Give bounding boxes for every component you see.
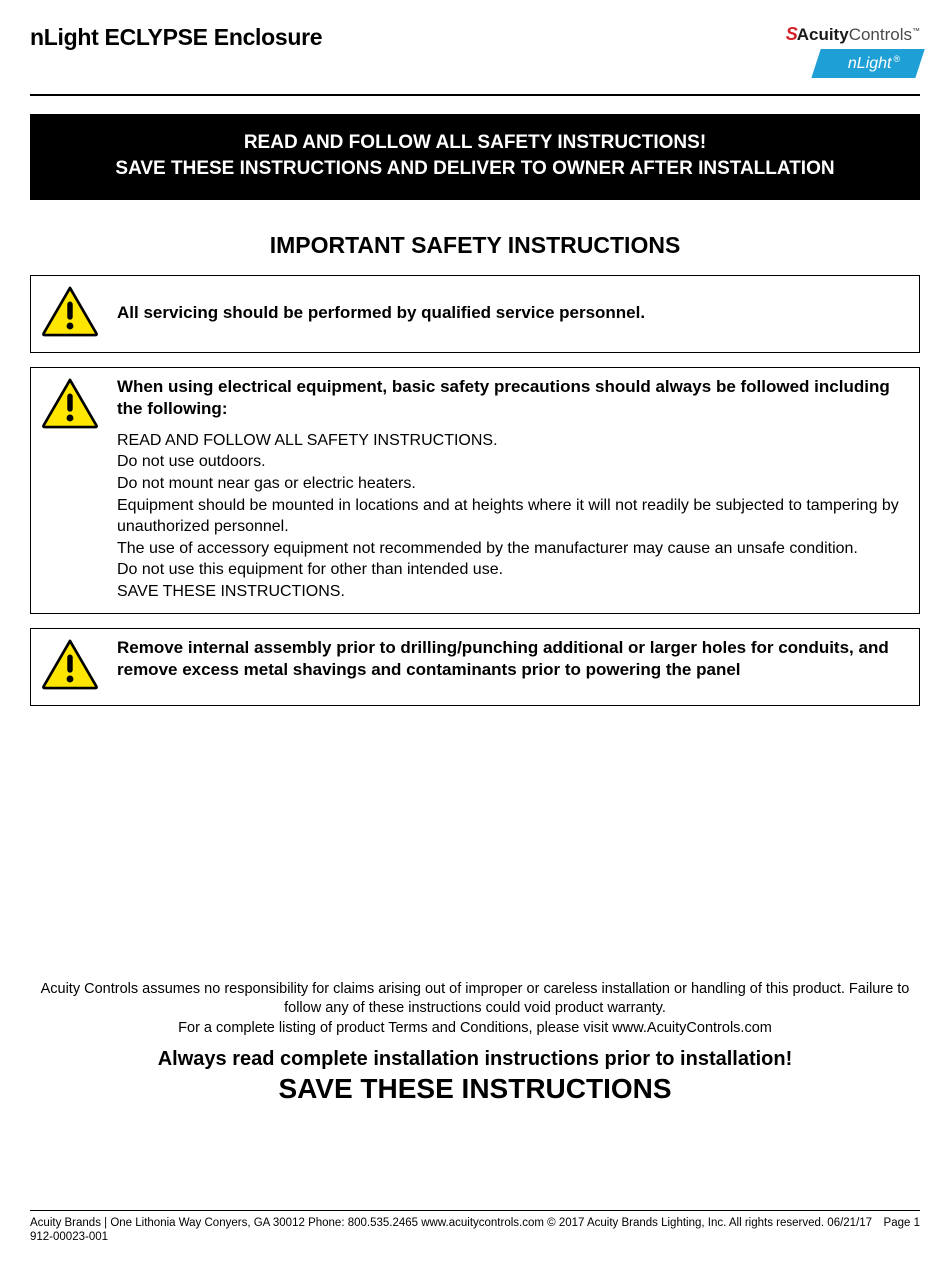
footer-page-number: Page 1 bbox=[884, 1217, 920, 1229]
warning-box: All servicing should be performed by qua… bbox=[30, 275, 920, 353]
disclaimer-line-1: Acuity Controls assumes no responsibilit… bbox=[30, 980, 920, 1019]
warning-icon bbox=[41, 639, 99, 695]
page-header: nLight ECLYPSE Enclosure SAcuityControls… bbox=[30, 24, 920, 78]
section-heading: IMPORTANT SAFETY INSTRUCTIONS bbox=[30, 232, 920, 259]
warning-body-line: Do not use outdoors. bbox=[117, 451, 905, 473]
disclaimer-line-2: For a complete listing of product Terms … bbox=[30, 1019, 920, 1039]
closing-line-2: SAVE THESE INSTRUCTIONS bbox=[30, 1073, 920, 1105]
warning-box: When using electrical equipment, basic s… bbox=[30, 367, 920, 614]
closing-line-1: Always read complete installation instru… bbox=[30, 1048, 920, 1071]
warning-body-line: SAVE THESE INSTRUCTIONS. bbox=[117, 581, 905, 603]
warning-heading: All servicing should be performed by qua… bbox=[117, 302, 905, 324]
warning-heading: When using electrical equipment, basic s… bbox=[117, 376, 905, 420]
warning-box: Remove internal assembly prior to drilli… bbox=[30, 628, 920, 706]
warning-icon bbox=[41, 286, 99, 342]
warning-body-line: Do not mount near gas or electric heater… bbox=[117, 473, 905, 495]
warning-text: Remove internal assembly prior to drilli… bbox=[117, 637, 905, 681]
brand-block: SAcuityControls™ nLight® bbox=[786, 24, 920, 78]
warning-text: All servicing should be performed by qua… bbox=[117, 302, 905, 324]
banner-line-2: SAVE THESE INSTRUCTIONS AND DELIVER TO O… bbox=[40, 156, 910, 182]
sub-brand-tab: nLight® bbox=[811, 49, 925, 78]
trademark-symbol: ™ bbox=[912, 26, 920, 35]
brand-name-light: Controls bbox=[849, 25, 912, 44]
disclaimer-text: Acuity Controls assumes no responsibilit… bbox=[30, 980, 920, 1039]
warning-text: When using electrical equipment, basic s… bbox=[117, 376, 905, 603]
footer-address: Acuity Brands | One Lithonia Way Conyers… bbox=[30, 1217, 884, 1229]
warning-icon bbox=[41, 378, 99, 434]
footer-doc-number: 912-00023-001 bbox=[30, 1231, 920, 1243]
warning-body-line: Equipment should be mounted in locations… bbox=[117, 495, 905, 538]
warning-body: READ AND FOLLOW ALL SAFETY INSTRUCTIONS.… bbox=[117, 430, 905, 603]
banner-line-1: READ AND FOLLOW ALL SAFETY INSTRUCTIONS! bbox=[40, 130, 910, 156]
document-title: nLight ECLYPSE Enclosure bbox=[30, 24, 322, 51]
page-footer: Acuity Brands | One Lithonia Way Conyers… bbox=[30, 1210, 920, 1261]
warning-body-line: READ AND FOLLOW ALL SAFETY INSTRUCTIONS. bbox=[117, 430, 905, 452]
warning-heading: Remove internal assembly prior to drilli… bbox=[117, 637, 905, 681]
registered-symbol: ® bbox=[893, 54, 900, 64]
sub-brand-name: nLight bbox=[848, 55, 892, 73]
header-divider bbox=[30, 94, 920, 96]
safety-banner: READ AND FOLLOW ALL SAFETY INSTRUCTIONS!… bbox=[30, 114, 920, 199]
warning-body-line: Do not use this equipment for other than… bbox=[117, 559, 905, 581]
warning-body-line: The use of accessory equipment not recom… bbox=[117, 538, 905, 560]
brand-swoosh-icon: S bbox=[786, 24, 797, 44]
brand-name-bold: Acuity bbox=[797, 25, 849, 44]
brand-logo-text: SAcuityControls™ bbox=[786, 24, 920, 45]
